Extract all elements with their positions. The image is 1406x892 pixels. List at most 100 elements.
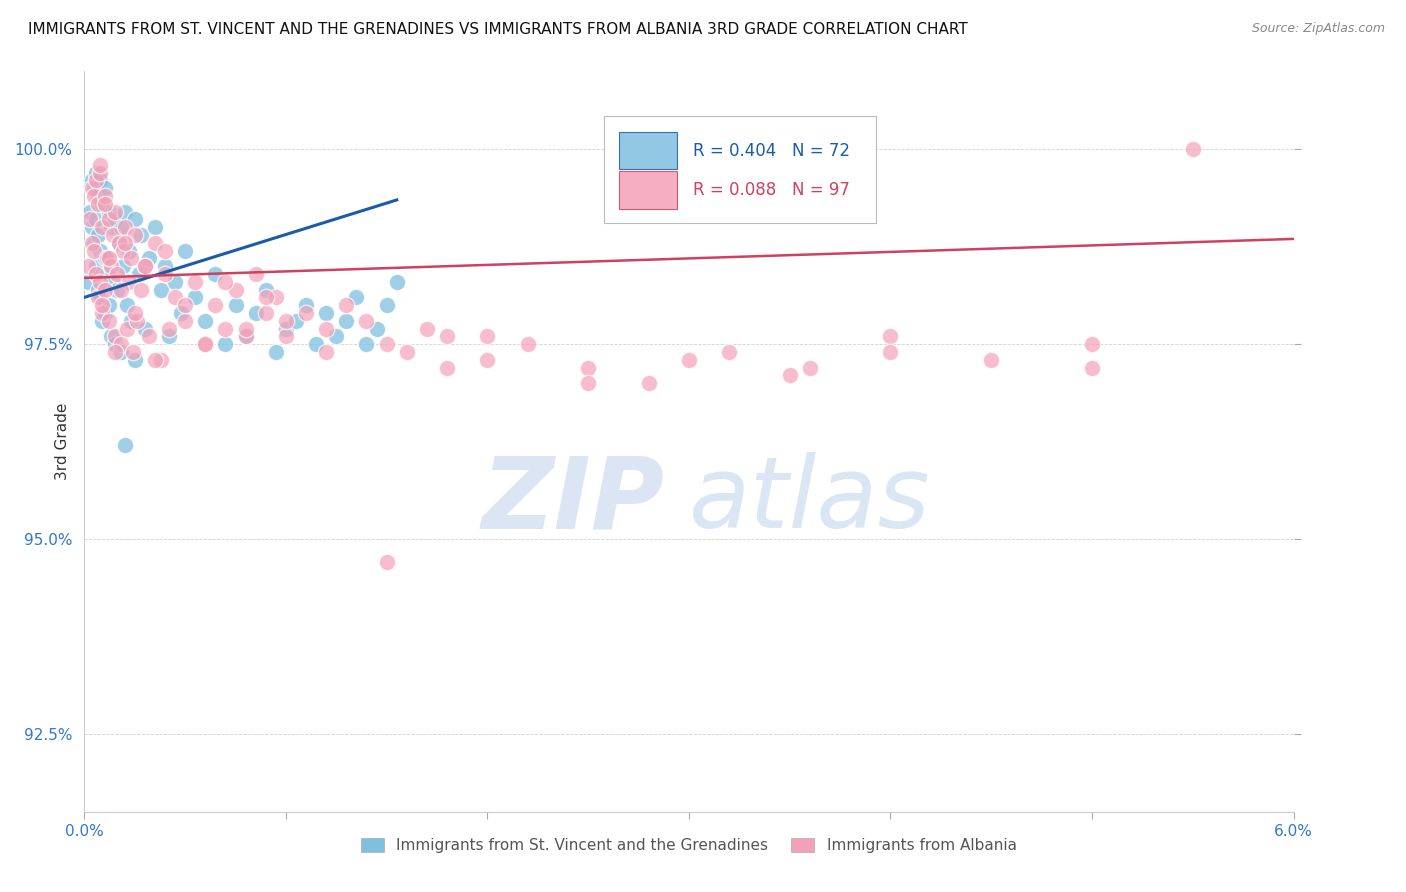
Point [87, 290, 110, 304]
Point [124, 212, 146, 227]
Point [114, 204, 136, 219]
Point [82, 181, 104, 195]
Point [134, 259, 156, 273]
Point [118, 275, 141, 289]
Point [204, 298, 226, 312]
Point [134, 259, 156, 273]
Point [157, 329, 180, 343]
Point [356, 314, 378, 328]
FancyBboxPatch shape [619, 171, 676, 209]
Point [120, 314, 142, 328]
Point [89, 166, 111, 180]
Point [91, 197, 114, 211]
Point [295, 298, 318, 312]
Point [184, 290, 207, 304]
Point [718, 345, 741, 359]
Point [83, 244, 105, 258]
Point [325, 329, 347, 343]
Text: R = 0.404   N = 72: R = 0.404 N = 72 [693, 142, 849, 160]
Point [143, 235, 166, 250]
Point [980, 352, 1002, 367]
Point [87, 197, 110, 211]
Point [104, 204, 127, 219]
Point [1081, 337, 1104, 351]
Point [91, 306, 114, 320]
Point [274, 329, 297, 343]
Point [83, 181, 105, 195]
Point [97, 298, 120, 312]
Point [124, 352, 146, 367]
Point [89, 275, 111, 289]
Point [79, 212, 101, 227]
Point [93, 181, 115, 195]
Point [149, 283, 172, 297]
Point [89, 173, 111, 187]
Point [110, 283, 132, 297]
Point [174, 314, 197, 328]
Point [96, 252, 118, 266]
Point [375, 555, 398, 569]
Point [385, 275, 408, 289]
Text: atlas: atlas [689, 452, 931, 549]
Point [124, 227, 146, 242]
Point [153, 267, 176, 281]
Point [138, 252, 160, 266]
Point [395, 345, 418, 359]
Point [87, 227, 110, 242]
Point [477, 352, 499, 367]
Point [87, 283, 110, 297]
Point [235, 321, 257, 335]
Point [79, 204, 101, 219]
Point [879, 329, 901, 343]
Point [576, 360, 599, 375]
Point [121, 345, 143, 359]
Point [143, 220, 166, 235]
Point [115, 321, 138, 335]
Point [235, 329, 257, 343]
Point [101, 227, 124, 242]
Point [104, 337, 127, 351]
Point [114, 438, 136, 452]
Point [83, 235, 105, 250]
Point [245, 267, 267, 281]
Point [356, 337, 378, 351]
Point [83, 189, 105, 203]
Point [165, 290, 187, 304]
Point [77, 259, 100, 273]
Point [100, 259, 122, 273]
Point [799, 360, 821, 375]
Point [254, 283, 277, 297]
Point [416, 321, 439, 335]
Point [335, 314, 357, 328]
Point [214, 275, 236, 289]
Point [101, 275, 124, 289]
Point [194, 337, 217, 351]
Point [86, 267, 108, 281]
Point [124, 306, 146, 320]
Point [89, 290, 111, 304]
Text: Source: ZipAtlas.com: Source: ZipAtlas.com [1251, 22, 1385, 36]
Point [89, 158, 111, 172]
Point [516, 337, 538, 351]
Point [678, 352, 700, 367]
Point [194, 314, 217, 328]
Point [110, 337, 132, 351]
Point [225, 298, 247, 312]
Point [93, 306, 115, 320]
Point [100, 220, 122, 235]
Point [91, 298, 114, 312]
Point [165, 275, 187, 289]
Point [284, 314, 308, 328]
Point [254, 306, 277, 320]
Point [93, 283, 115, 297]
Point [1081, 360, 1104, 375]
Point [107, 235, 129, 250]
Point [214, 321, 236, 335]
Point [174, 244, 197, 258]
Point [86, 212, 108, 227]
Point [436, 329, 458, 343]
Point [93, 189, 115, 203]
Point [157, 321, 180, 335]
Point [129, 283, 152, 297]
Point [104, 212, 127, 227]
